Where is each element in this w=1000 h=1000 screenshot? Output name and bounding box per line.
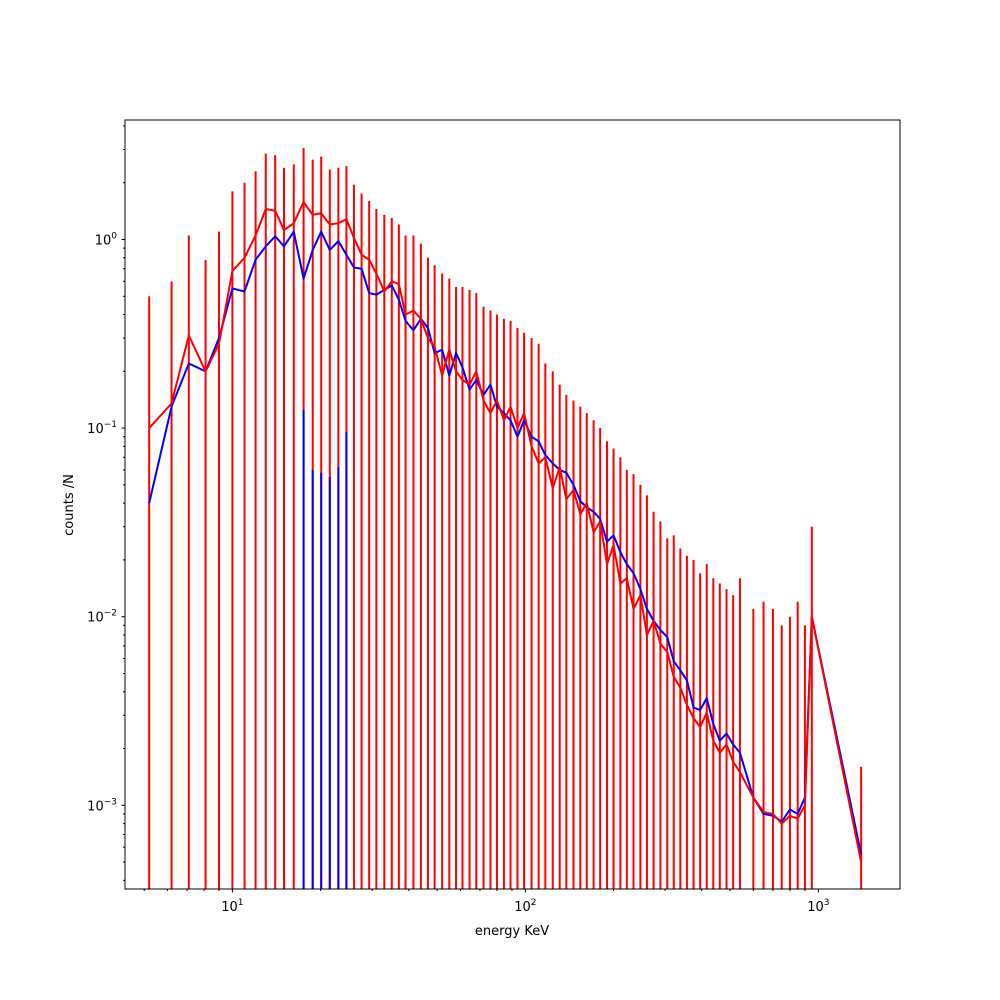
x-tick-label: 102 [514, 898, 536, 915]
series-line-red [148, 201, 863, 863]
y-tick-label: 10−2 [87, 609, 117, 626]
series-line-blue [148, 230, 863, 855]
y-tick-label: 100 [95, 231, 118, 248]
x-tick-label: 101 [221, 898, 243, 915]
plot-data [148, 148, 863, 889]
plot-frame [124, 119, 901, 890]
y-axis-label: counts /N [62, 474, 77, 536]
x-axis-label: energy KeV [475, 924, 549, 939]
y-tick-label: 10−1 [87, 420, 117, 437]
y-tick-label: 10−3 [87, 797, 117, 814]
x-tick-label: 103 [807, 898, 829, 915]
axis-ticks: 101 102 103 10−3 10−2 10−1 100 [87, 125, 829, 915]
